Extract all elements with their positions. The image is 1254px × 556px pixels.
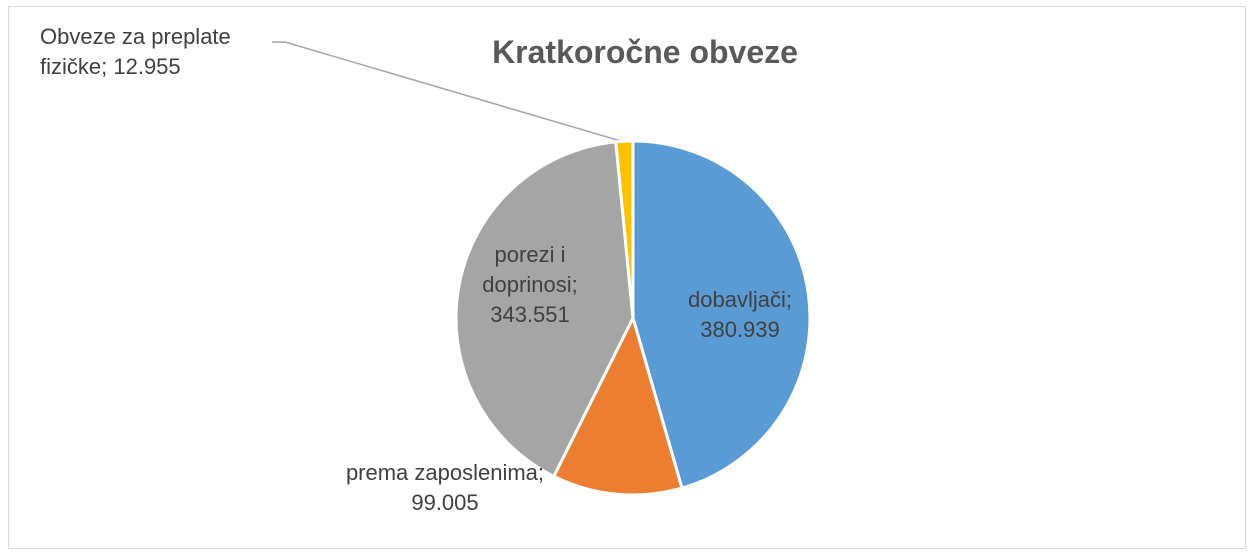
leader-line [272,41,625,143]
data-label: Obveze za preplate fizičke; 12.955 [40,22,280,82]
label-category: Obveze za preplate fizičke [40,24,231,79]
data-label: prema zaposlenima; 99.005 [310,458,580,518]
label-category: porezi i doprinosi [482,242,572,297]
pie-slice [454,140,635,479]
label-separator: ; [785,287,792,312]
label-separator: ; [537,460,545,485]
pie-slice [614,139,635,319]
label-value: 12.955 [113,54,181,79]
label-value: 380.939 [700,317,780,342]
label-value: 99.005 [411,490,479,515]
label-separator: ; [101,54,114,79]
label-value: 343.551 [490,302,570,327]
pie-slice [551,313,684,497]
pie-slice [631,139,812,490]
label-category: dobavljači [688,287,786,312]
data-label: porezi i doprinosi; 343.551 [450,240,610,330]
data-label: dobavljači; 380.939 [655,285,825,345]
label-category: prema zaposlenima [345,460,538,485]
label-separator: ; [571,272,578,297]
chart-title: Kratkoročne obveze [492,34,798,70]
